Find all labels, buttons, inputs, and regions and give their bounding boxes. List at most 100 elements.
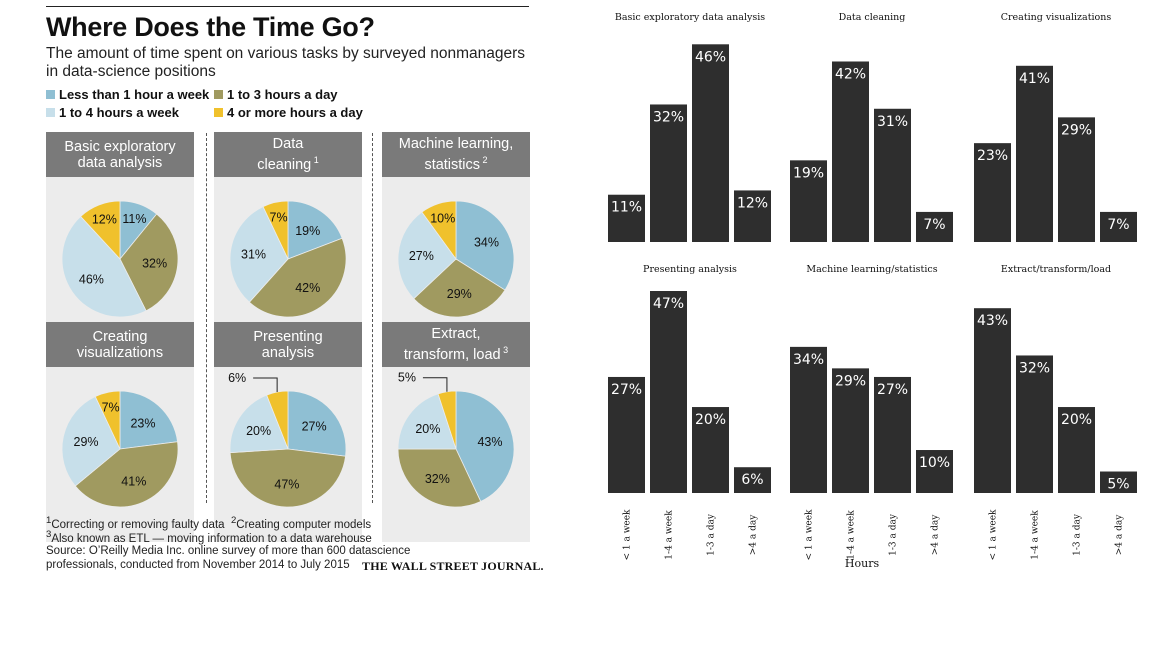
bar-value-label: 11%: [611, 200, 642, 216]
pie-title-line: Creating: [92, 328, 148, 345]
bar: [974, 143, 1011, 242]
bar-value-label: 12%: [737, 195, 768, 211]
pie-chart: 11% 32% 46% 12%: [61, 200, 179, 318]
pie-panel-title: Extract, transform, load 3: [382, 322, 530, 367]
pie-value-label: 42%: [295, 281, 320, 295]
x-tick-label: 1-4 a week: [665, 510, 675, 560]
pie-value-label: 20%: [415, 422, 440, 436]
pie-value-label: 23%: [130, 416, 155, 430]
legend-item: Less than 1 hour a week: [46, 87, 209, 102]
pie-panel-title: Creating visualizations: [46, 322, 194, 367]
bar-value-label: 7%: [923, 217, 945, 233]
pie-title-line: visualizations: [76, 344, 164, 361]
pie-slice: [413, 258, 506, 318]
pie-value-label: 27%: [409, 249, 434, 263]
bar-panel: Machine learning/statistics 34% 29% 27% 10% <…: [790, 264, 953, 561]
bar-chart-grid: Basic exploratory data analysis 11% 32% 46%…: [608, 12, 1137, 570]
pie-slice: [421, 200, 457, 261]
pie-value-label: 29%: [447, 287, 472, 301]
bar: [692, 44, 729, 243]
pie-value-label: 43%: [477, 435, 502, 449]
bar-panel: Presenting analysis 27% 47% 20% 6% < 1 a week…: [608, 264, 771, 561]
bar-value-label: 47%: [653, 296, 684, 312]
pie-chart: 27% 47% 20% 6%: [228, 371, 347, 508]
pie-title-line: Basic exploratory: [64, 138, 176, 155]
pie-slice: [229, 448, 346, 508]
bar-value-label: 6%: [741, 472, 763, 488]
bar-value-label: 42%: [835, 66, 866, 82]
bar-value-label: 31%: [877, 114, 908, 130]
x-tick-label: >4 a day: [749, 514, 759, 555]
pie-title-line: Data: [272, 136, 304, 153]
legend-label: Less than 1 hour a week: [59, 87, 210, 102]
pie-title-line: statistics 2: [424, 155, 488, 173]
pie-slice: [119, 213, 179, 312]
bar-value-label: 20%: [695, 412, 726, 428]
source-line-2: professionals, conducted from November 2…: [46, 559, 350, 571]
pie-value-label: 32%: [425, 472, 450, 486]
pie-title-line: Presenting: [253, 328, 323, 345]
bar-panel-title: Data cleaning: [839, 12, 906, 23]
bar: [916, 450, 953, 493]
pie-value-label: 47%: [274, 477, 299, 491]
legend-label: 1 to 4 hours a week: [59, 105, 179, 120]
legend-swatch: [214, 108, 223, 117]
legend-label: 4 or more hours a day: [227, 105, 363, 120]
bar-value-label: 10%: [919, 455, 950, 471]
pie-value-label: 29%: [74, 435, 99, 449]
wsj-pie-graphic: Where Does the Time Go? The amount of ti…: [0, 0, 545, 576]
pie-title-note: 3: [500, 345, 509, 356]
bar-value-label: 5%: [1107, 477, 1129, 493]
bar-value-label: 19%: [793, 165, 824, 181]
column-divider: [206, 133, 207, 503]
pie-panel: Creating visualizations 23% 41% 29% 7%: [46, 322, 194, 664]
footnote-2: Creating computer models: [236, 518, 372, 531]
pie-value-label: 32%: [142, 256, 167, 270]
bar: [650, 291, 687, 493]
legend-swatch: [46, 90, 55, 99]
pie-value-label: 20%: [246, 424, 271, 438]
bar-value-label: 43%: [977, 313, 1008, 329]
pie-slice: [455, 390, 515, 503]
bar-charts: Basic exploratory data analysis 11% 32% 46%…: [590, 0, 1152, 576]
bar: [832, 368, 869, 493]
x-tick-label: < 1 a week: [623, 509, 633, 561]
pie-title-line: Machine learning,: [398, 136, 514, 153]
bar: [608, 194, 645, 242]
pie-value-label: 6%: [228, 371, 246, 385]
masthead: THE WALL STREET JOURNAL.: [362, 559, 544, 573]
pie-chart: 43% 32% 20% 5%: [397, 371, 515, 508]
bar: [692, 407, 729, 493]
pie-slice: [119, 390, 178, 450]
pie-value-label: 41%: [121, 474, 146, 488]
pie-chart: 19% 42% 31% 7%: [229, 200, 347, 318]
pie-slice: [80, 200, 121, 261]
pie-value-label: 10%: [430, 212, 455, 226]
pie-slice: [287, 200, 343, 260]
bar: [1100, 471, 1137, 493]
bar: [1016, 65, 1053, 242]
legend: Less than 1 hour a week 1 to 3 hours a d…: [46, 87, 376, 127]
pie-panel-title: Presenting analysis: [214, 322, 362, 367]
bar: [1058, 407, 1095, 493]
bar: [916, 211, 953, 242]
graphic-subtitle: The amount of time spent on various task…: [46, 45, 526, 80]
pie-slice: [262, 200, 289, 260]
x-tick-label: >4 a day: [931, 514, 941, 555]
legend-label: 1 to 3 hours a day: [227, 87, 338, 102]
pie-slice: [397, 393, 457, 450]
pie-title-line: cleaning 1: [257, 155, 319, 173]
bar-panel: Basic exploratory data analysis 11% 32% 46%…: [608, 12, 771, 243]
pie-value-label: 7%: [102, 401, 120, 415]
x-axis-label: Hours: [845, 557, 880, 570]
footnotes-line-1: 1Correcting or removing faulty data 2Cre…: [46, 515, 372, 531]
x-tick-label: 1-3 a day: [889, 513, 899, 556]
pie-slice: [61, 215, 147, 318]
bar-value-label: 29%: [1061, 122, 1092, 138]
pie-panel-title: Data cleaning 1: [214, 132, 362, 177]
footnote-3: Also known as ETL — moving information t…: [51, 532, 372, 545]
bar-value-label: 34%: [793, 352, 824, 368]
bar-value-label: 23%: [977, 148, 1008, 164]
bar: [734, 190, 771, 242]
graphic-title: Where Does the Time Go?: [46, 12, 375, 42]
